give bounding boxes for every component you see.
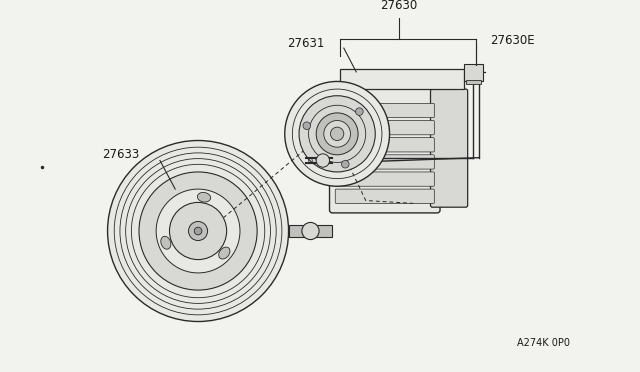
Polygon shape [356,91,456,105]
FancyBboxPatch shape [335,155,435,169]
Circle shape [324,121,351,147]
Circle shape [316,113,358,155]
Ellipse shape [197,192,211,202]
FancyBboxPatch shape [335,103,435,118]
Ellipse shape [219,247,230,259]
Text: 27630: 27630 [380,0,418,12]
Text: 27630E: 27630E [490,34,535,47]
Circle shape [342,160,349,168]
Ellipse shape [161,236,171,249]
FancyBboxPatch shape [335,172,435,186]
Circle shape [139,172,257,290]
Circle shape [303,122,310,129]
Circle shape [330,127,344,141]
Circle shape [356,108,363,115]
Circle shape [108,141,289,321]
Circle shape [189,221,207,241]
Bar [466,80,481,84]
FancyBboxPatch shape [431,89,468,207]
Text: 27633: 27633 [102,148,139,161]
Circle shape [299,96,375,172]
Circle shape [195,227,202,235]
FancyBboxPatch shape [330,83,440,213]
Circle shape [302,222,319,240]
Bar [464,64,483,81]
Bar [289,225,332,237]
Polygon shape [340,69,464,89]
Circle shape [285,81,390,186]
FancyBboxPatch shape [335,138,435,152]
FancyBboxPatch shape [335,121,435,135]
FancyBboxPatch shape [335,189,435,203]
Text: 27631: 27631 [287,37,324,50]
Circle shape [170,202,227,260]
Circle shape [156,189,240,273]
Circle shape [316,154,330,167]
Text: A274K 0P0: A274K 0P0 [517,339,570,349]
